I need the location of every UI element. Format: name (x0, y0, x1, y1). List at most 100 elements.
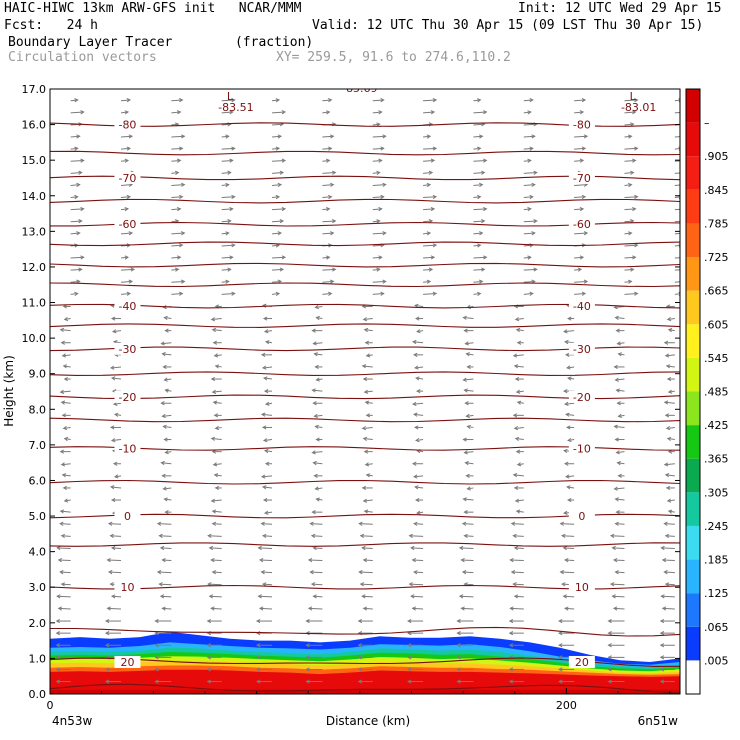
wind-vector (624, 280, 632, 283)
wind-vector (310, 571, 323, 574)
wind-vector-head (263, 389, 269, 394)
wind-vector-head (62, 425, 68, 431)
wind-vector-head (664, 413, 670, 418)
colorbar-swatch (686, 559, 700, 594)
y-tick-label: 10.0 (22, 332, 47, 345)
wind-vector (120, 135, 133, 138)
wind-vector (473, 232, 483, 235)
wind-vector (473, 256, 487, 259)
wind-vector-head (415, 316, 420, 321)
isotherm-label: -10 (118, 442, 136, 455)
wind-vector-head (462, 497, 467, 502)
wind-vector-head (312, 545, 317, 551)
wind-vector (161, 342, 172, 345)
wind-vector-head (456, 667, 461, 672)
wind-vector (271, 147, 280, 150)
wind-vector-head (408, 582, 413, 587)
wind-vector-head (478, 279, 484, 284)
wind-vector (171, 280, 185, 283)
wind-vector-head (661, 606, 667, 611)
wind-vector (574, 111, 584, 114)
wind-vector (160, 547, 172, 549)
y-tick-label: 12.0 (22, 261, 47, 274)
wind-vector (662, 559, 675, 562)
isotherm-label-bg (114, 300, 141, 313)
wind-vector-head (663, 340, 669, 345)
wind-vector (313, 595, 323, 598)
wind-vector (360, 535, 373, 537)
wind-vector (211, 607, 222, 610)
wind-vector (574, 99, 586, 102)
wind-vector (574, 208, 584, 211)
wind-vector (120, 196, 131, 199)
wind-vector (514, 365, 524, 368)
wind-vector-head (483, 110, 488, 115)
wind-vector (624, 99, 638, 102)
wind-vector-head (628, 231, 633, 236)
wind-vector (523, 172, 537, 174)
wind-vector (70, 232, 80, 235)
wind-vector-head (380, 98, 385, 103)
wind-vector (610, 535, 625, 537)
wind-vector-head (565, 412, 570, 417)
wind-vector-head (612, 557, 618, 563)
wind-vector (221, 184, 229, 186)
wind-vector-head (615, 328, 620, 333)
wind-vector (616, 451, 625, 454)
wind-vector-head (477, 243, 482, 248)
wind-vector-head (477, 98, 482, 103)
wind-vector-head (660, 594, 665, 599)
wind-vector (315, 487, 323, 490)
wind-vector-head (683, 123, 686, 126)
wind-vector-head (62, 364, 68, 369)
wind-vector-head (428, 170, 434, 175)
wind-vector (163, 487, 172, 490)
wind-vector (272, 123, 284, 126)
wind-vector-head (628, 182, 633, 188)
isotherm-label: 0 (578, 510, 585, 523)
wind-vector-head (461, 570, 467, 575)
wind-vector (359, 523, 373, 525)
wind-vector-head (128, 279, 134, 284)
wind-vector-head (160, 460, 165, 466)
wind-vector (120, 256, 129, 259)
wind-vector (423, 99, 437, 102)
wind-vector (560, 571, 575, 574)
wind-vector (624, 232, 632, 235)
wind-vector (160, 595, 172, 598)
wind-vector (221, 256, 233, 259)
wind-vector (221, 293, 235, 295)
wind-vector-head (78, 170, 83, 175)
y-tick-label: 2.0 (29, 617, 47, 630)
wind-vector-head (512, 413, 518, 418)
wind-vector-head (426, 182, 432, 188)
wind-vector-head (415, 376, 420, 381)
wind-vector-head (74, 98, 79, 103)
wind-vector-head (110, 376, 116, 381)
colorbar-swatch (686, 257, 700, 291)
wind-vector (162, 607, 172, 610)
wind-vector (664, 463, 675, 466)
wind-vector (423, 293, 437, 295)
isotherm (50, 479, 680, 485)
wind-vector-head (432, 146, 438, 151)
wind-vector-head (509, 557, 514, 563)
wind-vector-head (104, 631, 110, 636)
wind-vector (423, 172, 433, 174)
wind-vector-head (161, 352, 166, 357)
wind-vector-head (664, 473, 670, 478)
wind-vector (414, 475, 424, 478)
wind-vector-head (59, 570, 64, 575)
isotherm (50, 626, 680, 637)
wind-vector-head (211, 389, 217, 394)
wind-vector (462, 523, 474, 525)
isotherm-label: 10 (575, 581, 589, 594)
wind-vector (322, 208, 330, 211)
wind-vector (464, 583, 474, 586)
colorbar-swatch (686, 391, 700, 426)
isotherm-label-bg (568, 581, 595, 594)
wind-vector (415, 366, 424, 369)
wind-vector-head (481, 267, 486, 272)
wind-vector-head (579, 255, 585, 260)
wind-vector (664, 571, 675, 574)
